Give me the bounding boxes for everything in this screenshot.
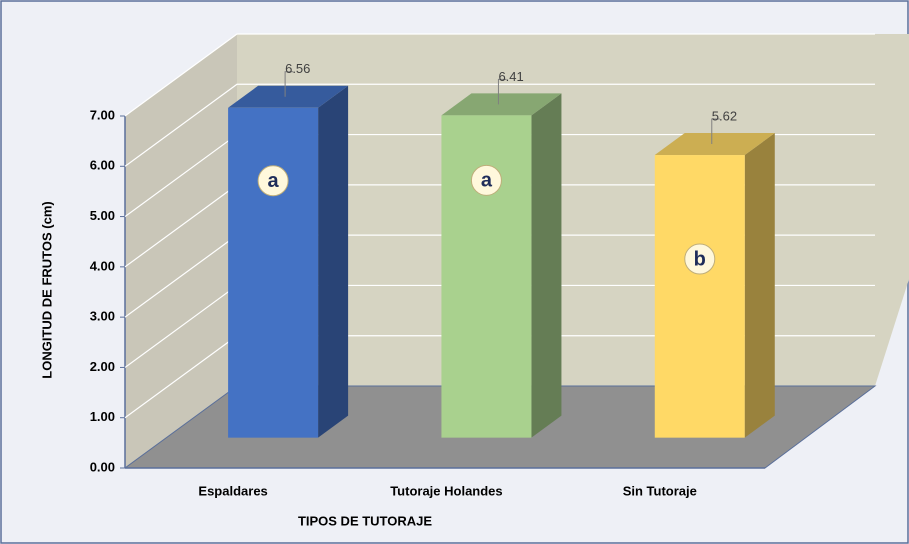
bar <box>441 93 562 438</box>
bar <box>654 133 775 438</box>
y-tick-label: 7.00 <box>90 107 115 122</box>
y-tick-label: 5.00 <box>90 208 115 223</box>
group-letter: b <box>694 248 706 270</box>
bar-front <box>228 107 319 438</box>
leader-line <box>284 71 294 97</box>
y-tick-label: 0.00 <box>90 459 115 474</box>
grid-line <box>124 33 875 117</box>
y-tick-label: 6.00 <box>90 158 115 173</box>
grid-line <box>124 83 875 167</box>
bar-front <box>654 155 745 438</box>
value-label: 5.62 <box>712 108 737 123</box>
y-axis-title: LONGITUD DE FRUTOS (cm) <box>39 201 54 378</box>
group-letter-badge <box>684 243 716 275</box>
y-tick-label: 2.00 <box>90 359 115 374</box>
leader-line <box>711 118 720 145</box>
x-axis-title: TIPOS DE TUTORAJE <box>298 513 432 528</box>
value-label: 6.56 <box>285 61 310 76</box>
bar-side <box>318 85 349 438</box>
bar-side <box>744 133 775 438</box>
group-letter-badge <box>257 165 289 197</box>
bar-top <box>441 93 562 116</box>
bar <box>228 85 349 438</box>
bar-side <box>531 93 562 438</box>
group-letter: a <box>481 170 493 192</box>
group-letter: a <box>268 170 280 192</box>
bar-top <box>654 133 775 156</box>
x-tick-label: Sin Tutoraje <box>623 483 697 498</box>
x-tick-label: Espaldares <box>198 483 267 498</box>
side-wall <box>125 34 237 468</box>
bar-top <box>228 85 349 108</box>
y-tick-label: 4.00 <box>90 258 115 273</box>
x-tick-label: Tutoraje Holandes <box>390 483 502 498</box>
leader-line <box>497 78 507 105</box>
group-letter-badge <box>470 164 502 196</box>
y-tick-label: 1.00 <box>90 409 115 424</box>
y-tick-label: 3.00 <box>90 309 115 324</box>
value-label: 6.41 <box>498 69 523 84</box>
bar-front <box>441 115 532 438</box>
